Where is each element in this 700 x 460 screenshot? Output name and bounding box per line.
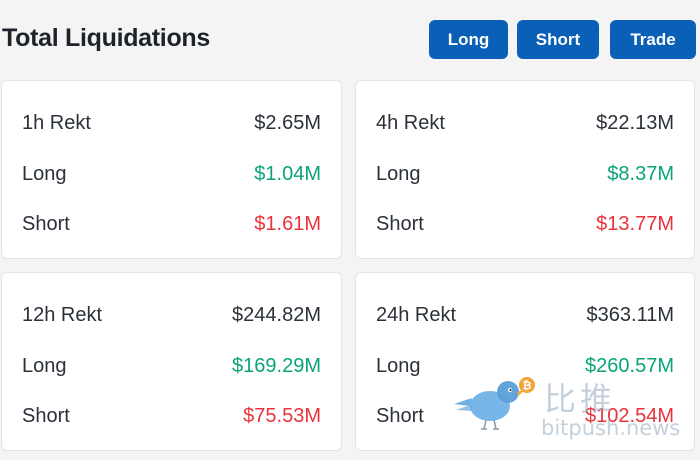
short-row: Short $1.61M	[22, 211, 321, 237]
short-label: Short	[376, 212, 424, 235]
short-label: Short	[376, 404, 424, 427]
long-row: Long $1.04M	[22, 161, 321, 187]
long-row: Long $8.37M	[376, 161, 674, 187]
long-label: Long	[22, 354, 67, 377]
long-value: $1.04M	[254, 162, 321, 185]
long-value: $260.57M	[585, 354, 674, 377]
period-label: 4h Rekt	[376, 111, 445, 134]
total-row: 1h Rekt $2.65M	[22, 110, 321, 136]
short-label: Short	[22, 212, 70, 235]
total-value: $363.11M	[586, 303, 674, 326]
period-label: 24h Rekt	[376, 303, 457, 326]
period-label: 12h Rekt	[22, 303, 103, 326]
liquidation-card-1h: 1h Rekt $2.65M Long $1.04M Short $1.61M	[1, 80, 342, 259]
total-value: $244.82M	[232, 303, 321, 326]
total-row: 24h Rekt $363.11M	[376, 302, 674, 328]
long-label: Long	[376, 354, 421, 377]
short-row: Short $75.53M	[22, 403, 321, 429]
short-button[interactable]: Short	[517, 20, 599, 59]
total-row: 12h Rekt $244.82M	[22, 302, 321, 328]
period-label: 1h Rekt	[22, 111, 91, 134]
short-row: Short $13.77M	[376, 211, 674, 237]
short-value: $13.77M	[596, 212, 674, 235]
short-value: $102.54M	[585, 404, 674, 427]
total-value: $22.13M	[596, 111, 674, 134]
total-value: $2.65M	[254, 111, 321, 134]
liquidation-card-4h: 4h Rekt $22.13M Long $8.37M Short $13.77…	[355, 80, 695, 259]
total-row: 4h Rekt $22.13M	[376, 110, 674, 136]
long-row: Long $169.29M	[22, 353, 321, 379]
long-label: Long	[376, 162, 421, 185]
liquidation-card-24h: 24h Rekt $363.11M Long $260.57M Short $1…	[355, 272, 695, 451]
short-value: $1.61M	[254, 212, 321, 235]
header: Total Liquidations Long Short Trade	[0, 0, 700, 80]
long-value: $169.29M	[232, 354, 321, 377]
short-row: Short $102.54M	[376, 403, 674, 429]
long-button[interactable]: Long	[429, 20, 508, 59]
short-value: $75.53M	[243, 404, 321, 427]
long-value: $8.37M	[607, 162, 674, 185]
long-label: Long	[22, 162, 67, 185]
long-row: Long $260.57M	[376, 353, 674, 379]
page-title: Total Liquidations	[2, 24, 211, 52]
liquidation-card-12h: 12h Rekt $244.82M Long $169.29M Short $7…	[1, 272, 342, 451]
short-label: Short	[22, 404, 70, 427]
trade-button[interactable]: Trade	[610, 20, 696, 59]
